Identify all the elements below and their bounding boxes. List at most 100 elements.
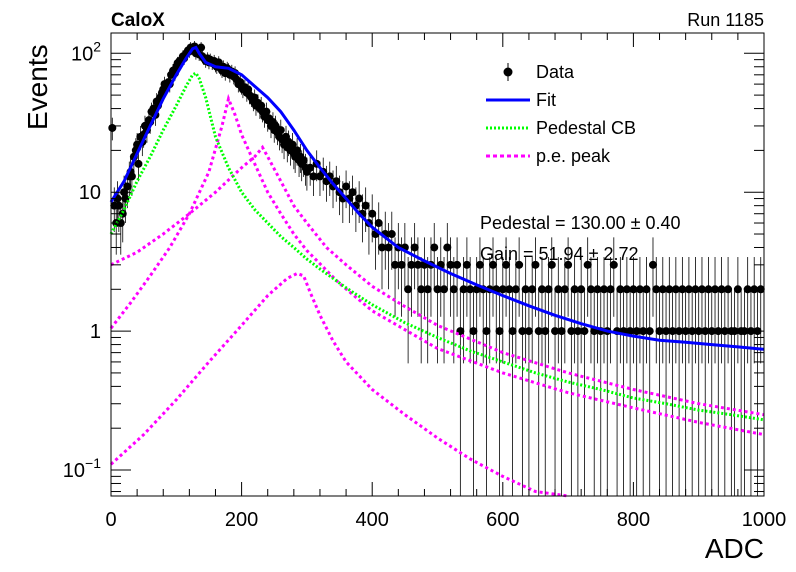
data-point [688,327,697,336]
data-point [547,260,556,269]
data-point [681,327,690,336]
data-point [639,327,648,336]
data-point [288,140,297,149]
data-point [658,285,667,294]
data-point [309,172,318,181]
data-point [697,285,706,294]
data-point [534,327,543,336]
data-point [108,123,117,132]
legend-entry-pedestal: Pedestal CB [486,118,636,138]
legend-entry-fit: Fit [486,90,556,110]
data-point [557,327,566,336]
data-point [443,243,452,252]
experiment-label: CaloX [111,10,165,31]
x-tick-label: 1000 [742,509,787,531]
data-point [586,285,595,294]
data-point [730,327,739,336]
data-point [711,285,720,294]
data-point [123,182,132,191]
axes: 0 200 400 600 800 1000 10−1 1 10 102 [63,33,786,531]
legend-label-data: Data [536,62,575,82]
curve-layer [109,45,765,498]
data-point [684,285,693,294]
y-axis-label: Events [22,44,53,130]
data-point [423,285,432,294]
y-tick-label: 10 [79,182,101,204]
data-point [257,101,266,110]
data-point [518,327,527,336]
data-point [600,285,609,294]
y-tick-label: 10−1 [63,455,101,482]
data-point [355,194,364,203]
data-point [453,260,462,269]
data-point [652,285,661,294]
data-point [573,327,582,336]
data-point [407,260,416,269]
data-point [524,327,533,336]
data-point [413,260,422,269]
data-point [531,260,540,269]
data-point [404,285,413,294]
data-point [469,327,478,336]
data-point [665,285,674,294]
data-point [704,285,713,294]
data-point [397,260,406,269]
data-point [459,285,468,294]
data-point [675,327,684,336]
data-point [609,260,618,269]
data-point [505,285,514,294]
y-tick-label: 102 [71,38,101,65]
legend-entry-pe: p.e. peak [486,146,611,166]
data-point [707,327,716,336]
data-point [377,243,386,252]
data-point [671,285,680,294]
data-point [668,327,677,336]
y-tick-label: 1 [90,321,101,343]
data-point [449,285,458,294]
data-point [632,327,641,336]
data-point [515,260,524,269]
data-point [583,260,592,269]
data-point [368,209,377,218]
data-point [724,285,733,294]
data-point [197,43,206,52]
data-point [348,188,357,197]
x-tick-label: 200 [225,509,258,531]
data-point [528,285,537,294]
data-point [616,285,625,294]
data-point [655,327,664,336]
legend: Data Fit Pedestal CB p.e. peak [486,62,636,166]
data-point [733,285,742,294]
data-point [299,156,308,165]
data-point [391,260,400,269]
data-point [342,182,351,191]
data-point [502,260,511,269]
legend-entry-data: Data [503,62,575,82]
pedestal-curve [109,71,765,422]
data-point [694,327,703,336]
data-point [717,285,726,294]
x-axis-label: ADC [705,533,764,564]
x-tick-label: 600 [486,509,519,531]
data-point [635,285,644,294]
data-point [482,327,491,336]
data-point [567,327,576,336]
data-point [648,260,657,269]
fit-curve [109,45,765,351]
data-point [678,285,687,294]
data-point [430,243,439,252]
gain-annotation: Gain = 51.94 ± 2.72 [480,244,639,264]
data-point [134,159,143,168]
data-point [662,327,671,336]
data-point [720,327,729,336]
legend-label-fit: Fit [536,90,556,110]
data-point [433,285,442,294]
data-point [606,285,615,294]
data-point [498,285,507,294]
pe-peak-curve [109,93,765,437]
data-point [475,260,484,269]
data-point [537,285,546,294]
x-tick-label: 400 [356,509,389,531]
data-point [642,285,651,294]
pedestal-annotation: Pedestal = 130.00 ± 0.40 [480,213,681,233]
